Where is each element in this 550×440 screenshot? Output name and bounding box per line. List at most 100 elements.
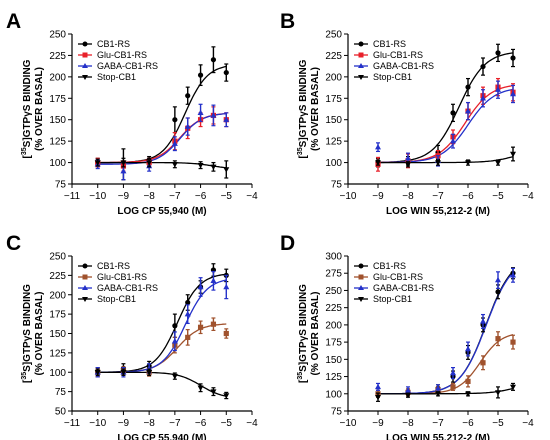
y-tick-label: 150 [325,115,342,126]
data-point [465,107,471,114]
series-gaba-cb1-rs [94,103,230,181]
legend-entry: Stop-CB1 [97,294,136,304]
isotope-superscript: 35 [21,147,28,155]
data-point [405,392,411,399]
y-tick-label: 125 [325,372,342,383]
data-point [510,272,516,278]
legend-marker [358,52,364,58]
legend-marker [82,52,88,58]
fit-curve-cb1-rs [378,52,514,163]
legend-entry: CB1-RS [373,39,406,49]
data-point [171,140,178,146]
data-point [172,117,178,123]
data-point [184,123,191,129]
x-tick-label: −5 [492,191,504,202]
legend-entry: GABA-CB1-RS [373,61,434,71]
legend-entry: CB1-RS [97,261,130,271]
y-tick-label: 125 [325,137,342,148]
data-point [210,277,217,283]
data-point [120,167,127,174]
data-point [495,390,501,396]
y-tick-label: 175 [325,94,342,105]
data-point [223,116,230,122]
data-point [405,387,411,393]
y-tick-label: 175 [325,338,342,349]
legend-entry: GABA-CB1-RS [97,61,158,71]
y-tick-label: 300 [325,252,342,263]
data-point [223,283,230,290]
y-tick-label: 225 [49,271,66,282]
data-point [185,299,191,306]
panel-letter: A [6,10,21,33]
legend-marker [82,263,88,269]
x-tick-label: −6 [195,418,207,429]
y-tick-label: 225 [49,51,66,62]
legend-entry: Glu-CB1-RS [97,272,147,282]
series-glu-cb1-rs [375,77,516,172]
legend-marker [82,75,88,80]
x-tick-label: −4 [246,418,258,429]
fit-curve-glu-cb1-rs [378,333,514,395]
panel-B: B 75 100 125 150 175 200 225 250 −10 −9 −8 −7 −6 −5 −4 L… [280,10,534,217]
legend-entry: Stop-CB1 [97,72,136,82]
data-point [172,323,178,329]
data-point [185,334,191,340]
x-tick-label: −11 [64,191,81,202]
legend-marker [82,285,88,290]
y-tick-label: 200 [49,290,66,301]
x-tick-label: −6 [462,418,474,429]
data-point [94,370,101,376]
data-point [480,63,486,70]
x-tick-label: −8 [143,418,155,429]
data-point [120,370,127,376]
data-point [375,383,381,390]
y-tick-label: 100 [49,368,66,379]
data-point [171,338,178,344]
x-tick-label: −9 [372,191,384,202]
y-tick-label: 225 [325,303,342,314]
data-point [223,393,230,399]
y-axis-label-units: (% OVER BASAL) [34,67,45,151]
data-point [405,162,411,168]
data-point [465,378,471,384]
data-point [197,283,204,290]
x-tick-label: −4 [522,191,534,202]
y-tick-label: 200 [49,72,66,83]
data-point [197,72,204,78]
data-point [510,151,516,158]
isotope-superscript: 35 [21,372,28,380]
panel-D: D 75 100 125 150 175 200 225 250 275 300 −10 −9 −8 −7 −… [280,232,534,440]
data-point [223,69,229,76]
data-point [171,162,178,168]
y-tick-label: 250 [325,286,342,297]
data-point [510,384,516,391]
data-point [197,385,204,391]
legend-marker [82,63,88,68]
x-tick-label: −5 [221,418,233,429]
x-tick-label: −9 [118,418,130,429]
fit-curve-gaba-cb1-rs [97,113,227,165]
data-point [435,391,441,397]
x-tick-label: −7 [169,191,181,202]
y-tick-label: 100 [325,158,342,169]
y-axis-label-units: (% OVER BASAL) [310,67,321,151]
legend-entry: Glu-CB1-RS [373,272,423,282]
legend-marker [358,63,364,68]
y-tick-label: 50 [55,407,67,418]
y-tick-label: 200 [325,72,342,83]
legend-entry: GABA-CB1-RS [97,283,158,293]
x-tick-label: −4 [522,418,534,429]
data-point [146,370,153,376]
data-point [94,160,101,166]
data-point [375,143,381,150]
x-tick-label: −9 [118,191,130,202]
x-tick-label: −10 [89,418,106,429]
legend-entry: Glu-CB1-RS [373,50,423,60]
panel-letter: B [280,10,295,33]
x-tick-label: −8 [143,191,155,202]
legend-entry: GABA-CB1-RS [373,283,434,293]
data-point [495,276,501,283]
x-tick-label: −5 [492,418,504,429]
